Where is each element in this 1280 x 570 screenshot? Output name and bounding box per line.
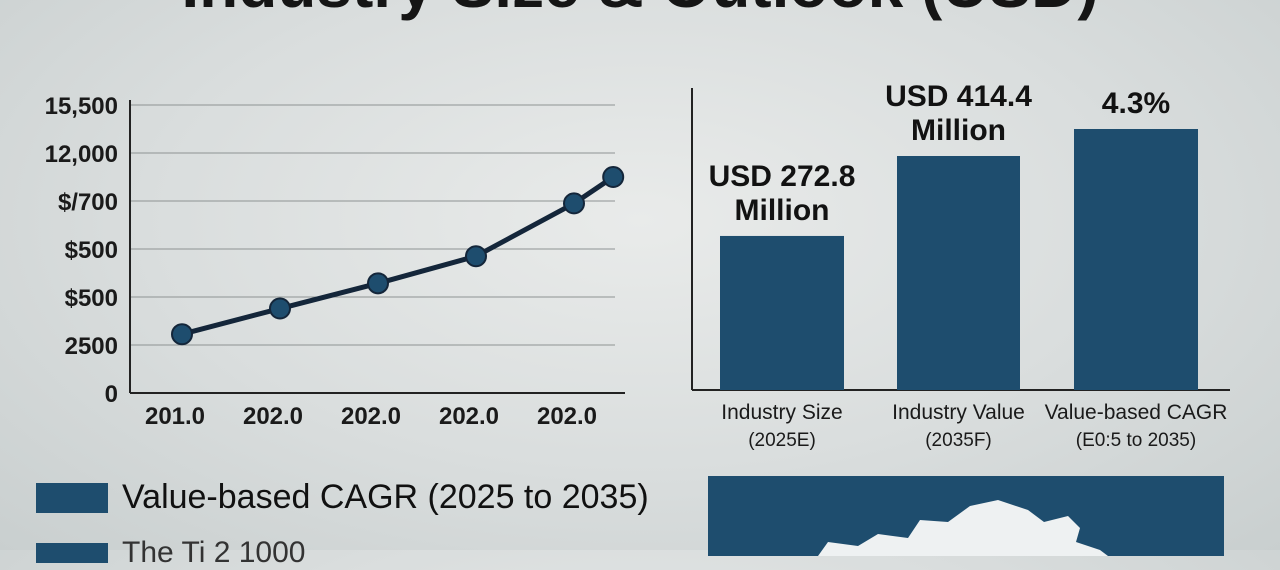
bar	[897, 156, 1020, 390]
map-panel	[708, 476, 1224, 556]
page-title: Industry Size & Outlook (USD)	[0, 0, 1280, 22]
y-tick-label: 2500	[65, 333, 118, 360]
category-label: (E0:5 to 2035)	[1076, 430, 1196, 451]
y-tick-label: 0	[105, 381, 118, 408]
charts-canvas: 0 2500 $500 $500 $/700 12,000 15,500 201.0 202.0…	[45, 80, 1230, 451]
y-tick-label: $/700	[58, 189, 118, 216]
data-label: Million	[735, 194, 830, 227]
data-label: USD 414.4	[885, 80, 1032, 113]
x-tick-label: 202.0	[341, 403, 401, 430]
legend-swatch	[36, 543, 108, 563]
line-chart: 0 2500 $500 $500 $/700 12,000 15,500 201.0 202.0…	[45, 93, 625, 430]
legend-label: The Ti 2 1000	[122, 536, 306, 569]
data-point	[465, 245, 487, 268]
bar	[1074, 129, 1198, 390]
map-landmass	[818, 500, 1108, 556]
data-point	[602, 166, 625, 188]
category-label: Industry Size	[721, 401, 842, 424]
x-tick-label: 202.0	[439, 403, 499, 430]
x-tick-label: 202.0	[243, 403, 303, 430]
category-label: Industry Value	[892, 401, 1025, 424]
data-label: USD 272.8	[709, 160, 856, 193]
legend-swatch	[36, 482, 108, 513]
category-label: (2025E)	[748, 430, 816, 451]
category-label: Value-based CAGR	[1045, 401, 1228, 424]
x-tick-label: 201.0	[145, 403, 205, 430]
bar	[720, 235, 844, 390]
data-label: 4.3%	[1102, 87, 1170, 120]
data-label: Million	[911, 114, 1006, 147]
legend-label: Value-based CAGR (2025 to 2035)	[122, 478, 649, 516]
data-point	[367, 272, 389, 295]
data-point	[563, 192, 585, 215]
data-point	[269, 297, 291, 320]
y-tick-label: $500	[65, 237, 118, 264]
y-tick-label: 12,000	[45, 141, 118, 168]
legend-item-2: The Ti 2 1000	[36, 536, 305, 570]
x-tick-label: 202.0	[537, 403, 597, 430]
y-tick-label: 15,500	[45, 93, 118, 120]
category-label: (2035F)	[925, 430, 992, 451]
y-tick-label: $500	[65, 285, 118, 312]
data-point	[171, 323, 193, 346]
legend-item-cagr: Value-based CAGR (2025 to 2035)	[36, 478, 649, 517]
